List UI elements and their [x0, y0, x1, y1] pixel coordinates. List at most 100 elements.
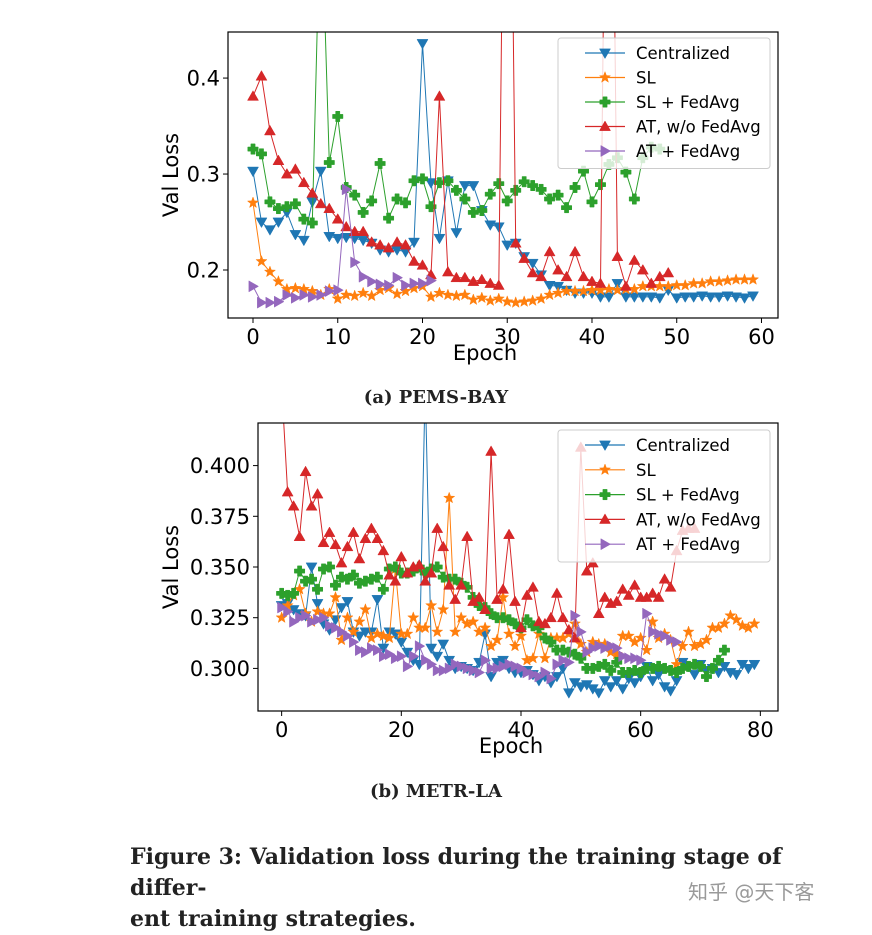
- data-point-triangle-up-marker: [628, 254, 641, 265]
- data-point-star-marker: [424, 290, 438, 303]
- data-point-triangle-up-marker: [479, 603, 492, 614]
- data-point-plus-marker: [289, 198, 301, 210]
- data-point-triangle-down-marker: [730, 292, 742, 303]
- data-point-plus-marker: [391, 193, 403, 205]
- data-point-triangle-down-marker: [696, 291, 709, 302]
- data-point-triangle-down-marker: [687, 292, 700, 303]
- data-point-triangle-up-marker: [433, 90, 446, 101]
- data-point-triangle-down-marker: [721, 291, 734, 302]
- data-point-triangle-right-marker: [337, 625, 348, 638]
- data-point-triangle-up-marker: [347, 526, 360, 537]
- data-point-plus-marker: [366, 195, 378, 207]
- data-point-star-marker: [356, 286, 370, 299]
- data-point-star-marker: [329, 590, 342, 603]
- data-point-star-marker: [534, 292, 548, 305]
- data-point-triangle-up-marker: [389, 575, 402, 586]
- data-point-star-marker: [634, 631, 647, 644]
- data-point-triangle-down-marker: [747, 291, 759, 302]
- data-point-triangle-up-marker: [619, 280, 632, 291]
- data-point-star-marker: [484, 639, 498, 652]
- data-point-triangle-down-marker: [636, 292, 649, 303]
- data-point-triangle-up-marker: [425, 567, 438, 578]
- data-point-triangle-right-marker: [636, 654, 647, 667]
- data-point-triangle-down-marker: [395, 637, 408, 649]
- data-point-triangle-right-marker: [522, 666, 533, 679]
- data-point-triangle-up-marker: [662, 266, 675, 278]
- data-point-plus-marker: [713, 654, 724, 666]
- data-point-plus-marker: [569, 182, 581, 193]
- legend-label: SL + FedAvg: [636, 93, 740, 112]
- data-point-triangle-up-marker: [527, 581, 539, 592]
- data-point-triangle-right-marker: [468, 664, 480, 677]
- data-point-plus-marker: [552, 189, 564, 201]
- data-point-triangle-right-marker: [409, 277, 421, 290]
- data-point-triangle-down-marker: [592, 688, 605, 699]
- data-point-triangle-up-marker: [491, 593, 503, 604]
- data-point-star-marker: [746, 273, 760, 285]
- data-point-star-marker: [678, 278, 692, 291]
- data-point-triangle-right-marker: [480, 654, 492, 667]
- data-point-triangle-up-marker: [586, 275, 598, 286]
- legend: Centralized SL SL + FedAvg AT, w/o FedAvg AT…: [557, 37, 771, 169]
- data-point-triangle-up-marker: [297, 176, 310, 188]
- y-tick-label: 0.4: [187, 67, 220, 91]
- data-point-triangle-up-marker: [560, 270, 573, 282]
- data-point-star-marker: [365, 289, 378, 302]
- subplot-caption-b: (b) METR-LA: [370, 781, 502, 802]
- data-point-triangle-right-marker: [418, 277, 429, 290]
- data-point-triangle-up-marker: [287, 500, 300, 511]
- y-tick-label: 0.2: [187, 259, 220, 283]
- data-point-star-marker: [729, 273, 743, 285]
- data-point-triangle-down-marker: [628, 678, 641, 689]
- data-point-plus-marker: [459, 193, 471, 205]
- data-point-plus-marker: [501, 195, 513, 207]
- data-point-triangle-right-marker: [282, 289, 293, 301]
- data-point-plus-marker: [510, 184, 522, 196]
- data-point-triangle-down-marker: [645, 292, 658, 303]
- data-point-triangle-up-marker: [492, 279, 505, 290]
- data-point-triangle-right-marker: [401, 279, 412, 292]
- data-point-star-marker: [433, 286, 446, 299]
- y-tick-label: 0.375: [190, 505, 250, 529]
- data-point-plus-marker: [595, 179, 606, 191]
- data-point-plus-marker: [288, 587, 300, 599]
- data-point-triangle-up-marker: [485, 445, 498, 456]
- data-point-triangle-up-marker: [449, 593, 462, 604]
- data-point-star-marker: [383, 631, 396, 644]
- data-point-triangle-up-marker: [431, 522, 444, 533]
- data-point-triangle-down-marker: [619, 292, 632, 303]
- data-point-triangle-up-marker: [341, 540, 354, 552]
- data-point-triangle-up-marker: [509, 237, 522, 248]
- data-point-triangle-down-marker: [713, 292, 726, 303]
- data-point-star-marker: [700, 633, 713, 646]
- x-tick-label: 0: [246, 325, 259, 349]
- data-point-triangle-up-marker: [628, 579, 641, 590]
- data-point-triangle-right-marker: [392, 271, 404, 284]
- data-point-triangle-right-marker: [408, 650, 420, 663]
- legend-triangle-up-marker: [599, 120, 611, 131]
- data-point-triangle-up-marker: [636, 264, 649, 275]
- data-point-triangle-right-marker: [666, 634, 677, 646]
- data-point-triangle-right-marker: [654, 627, 665, 640]
- data-point-triangle-up-marker: [535, 270, 548, 282]
- data-point-triangle-right-marker: [474, 666, 486, 679]
- data-point-plus-marker: [281, 201, 293, 213]
- data-point-triangle-up-marker: [518, 252, 531, 263]
- data-point-triangle-right-marker: [618, 650, 629, 663]
- legend-item: Centralized: [585, 436, 730, 455]
- data-point-triangle-down-marker: [437, 639, 450, 651]
- legend-plus-marker: [599, 489, 611, 501]
- data-point-triangle-up-marker: [311, 487, 324, 499]
- data-point-triangle-right-marker: [325, 619, 336, 632]
- data-point-triangle-up-marker: [329, 538, 342, 550]
- data-point-plus-marker: [450, 184, 462, 196]
- data-point-star-marker: [670, 278, 683, 291]
- data-point-triangle-right-marker: [528, 668, 539, 681]
- data-point-star-marker: [458, 288, 472, 301]
- data-point-plus-marker: [347, 569, 359, 581]
- figure-caption-line-1: Figure 3: Validation loss during the tra…: [130, 844, 782, 901]
- data-point-triangle-down-marker: [323, 232, 336, 243]
- data-point-triangle-up-marker: [348, 225, 361, 236]
- data-point-triangle-right-marker: [257, 296, 268, 309]
- x-axis-label: Epoch: [453, 341, 517, 365]
